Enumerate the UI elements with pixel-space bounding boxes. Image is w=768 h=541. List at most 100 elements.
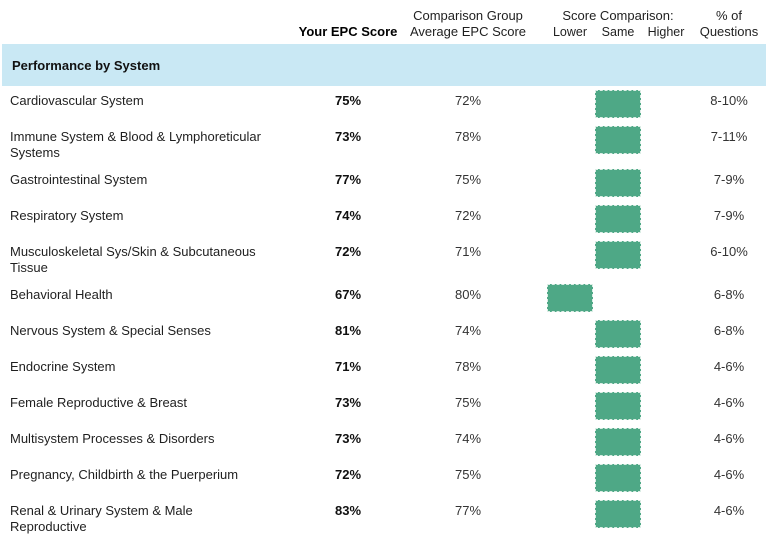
comparison-group-header-line1: Comparison Group — [413, 8, 523, 23]
percent-of-questions-value: 6-8% — [713, 287, 745, 302]
column-header-your-epc-score: Your EPC Score — [288, 24, 408, 40]
column-header-score-comparison: Score Comparison: Lower Same Higher — [546, 8, 690, 40]
table-row: Nervous System & Special Senses 81% 74% … — [0, 318, 768, 354]
table-row: Cardiovascular System 75% 72% 8-10% — [0, 88, 768, 124]
comparison-group-avg-value: 72% — [454, 208, 482, 223]
your-epc-score-value: 72% — [334, 467, 362, 482]
system-label: Gastrointestinal System — [10, 172, 148, 187]
system-label: Musculoskeletal Sys/Skin & Subcutaneous … — [10, 244, 256, 275]
score-comparison-marker — [595, 169, 641, 197]
system-label: Renal & Urinary System & Male Reproducti… — [10, 503, 193, 534]
score-comparison-subheaders: Lower Same Higher — [546, 24, 690, 40]
your-epc-score-value: 77% — [334, 172, 362, 187]
comparison-group-avg-value: 78% — [454, 129, 482, 144]
table-row: Female Reproductive & Breast 73% 75% 4-6… — [0, 390, 768, 426]
score-comparison-cell — [546, 426, 690, 456]
table-row: Respiratory System 74% 72% 7-9% — [0, 203, 768, 239]
comparison-group-avg-value: 75% — [454, 467, 482, 482]
table-row: Pregnancy, Childbirth & the Puerperium 7… — [0, 462, 768, 498]
percent-of-questions-header-line2: Questions — [699, 24, 759, 39]
comparison-group-avg-value: 78% — [454, 359, 482, 374]
score-comparison-cell — [546, 354, 690, 384]
table-row: Immune System & Blood & Lymphoreticular … — [0, 124, 768, 167]
score-comparison-marker — [595, 356, 641, 384]
score-comparison-marker — [595, 320, 641, 348]
percent-of-questions-value: 7-9% — [713, 172, 745, 187]
score-comparison-marker — [595, 392, 641, 420]
score-comparison-marker — [547, 284, 593, 312]
system-label: Pregnancy, Childbirth & the Puerperium — [10, 467, 239, 482]
your-epc-score-value: 72% — [334, 244, 362, 259]
section-header-performance-by-system: Performance by System — [2, 44, 766, 86]
percent-of-questions-header-line1: % of — [715, 8, 742, 23]
comparison-group-avg-value: 74% — [454, 323, 482, 338]
score-comparison-cell — [546, 239, 690, 276]
your-epc-score-value: 75% — [334, 93, 362, 108]
table-row: Endocrine System 71% 78% 4-6% — [0, 354, 768, 390]
score-comparison-marker — [595, 241, 641, 269]
column-header-comparison-group: Comparison Group Average EPC Score — [408, 8, 528, 40]
score-comparison-marker — [595, 205, 641, 233]
percent-of-questions-value: 4-6% — [713, 431, 745, 446]
comparison-group-avg-value: 72% — [454, 93, 482, 108]
system-label: Multisystem Processes & Disorders — [10, 431, 215, 446]
comparison-group-avg-value: 75% — [454, 172, 482, 187]
score-comparison-marker — [595, 464, 641, 492]
score-comparison-marker — [595, 90, 641, 118]
percent-of-questions-value: 4-6% — [713, 395, 745, 410]
score-comparison-cell — [546, 462, 690, 492]
your-epc-score-header-text: Your EPC Score — [298, 24, 398, 39]
score-comparison-cell — [546, 498, 690, 535]
comparison-group-avg-value: 75% — [454, 395, 482, 410]
comparison-group-header-line2: Average EPC Score — [409, 24, 527, 39]
score-comparison-marker — [595, 428, 641, 456]
system-label: Cardiovascular System — [10, 93, 144, 108]
table-header: Your EPC Score Comparison Group Average … — [0, 0, 768, 44]
percent-of-questions-value: 6-10% — [710, 244, 748, 259]
section-title-text: Performance by System — [12, 57, 161, 73]
your-epc-score-value: 73% — [334, 129, 362, 144]
system-label: Respiratory System — [10, 208, 124, 223]
score-comparison-cell — [546, 282, 690, 312]
comparison-group-avg-value: 77% — [454, 503, 482, 518]
score-comparison-cell — [546, 167, 690, 197]
score-comparison-cell — [546, 318, 690, 348]
your-epc-score-value: 73% — [334, 395, 362, 410]
score-comparison-cell — [546, 390, 690, 420]
percent-of-questions-value: 8-10% — [710, 93, 748, 108]
your-epc-score-value: 83% — [334, 503, 362, 518]
score-comparison-cell — [546, 203, 690, 233]
your-epc-score-value: 74% — [334, 208, 362, 223]
table-body: Cardiovascular System 75% 72% 8-10% Immu… — [0, 88, 768, 541]
table-row: Renal & Urinary System & Male Reproducti… — [0, 498, 768, 541]
subheader-higher: Higher — [647, 25, 685, 39]
your-epc-score-value: 67% — [334, 287, 362, 302]
system-label: Immune System & Blood & Lymphoreticular … — [10, 129, 261, 160]
comparison-group-avg-value: 74% — [454, 431, 482, 446]
comparison-group-avg-value: 80% — [454, 287, 482, 302]
your-epc-score-value: 71% — [334, 359, 362, 374]
score-comparison-header-text: Score Comparison: — [562, 8, 674, 23]
system-label: Nervous System & Special Senses — [10, 323, 211, 338]
table-row: Behavioral Health 67% 80% 6-8% — [0, 282, 768, 318]
system-label: Endocrine System — [10, 359, 116, 374]
subheader-same: Same — [601, 25, 635, 39]
percent-of-questions-value: 7-11% — [710, 129, 748, 144]
percent-of-questions-value: 6-8% — [713, 323, 745, 338]
subheader-lower: Lower — [552, 25, 588, 39]
table-row: Gastrointestinal System 77% 75% 7-9% — [0, 167, 768, 203]
score-comparison-cell — [546, 88, 690, 118]
percent-of-questions-value: 4-6% — [713, 467, 745, 482]
your-epc-score-value: 73% — [334, 431, 362, 446]
column-header-percent-of-questions: % of Questions — [690, 8, 768, 40]
your-epc-score-value: 81% — [334, 323, 362, 338]
percent-of-questions-value: 4-6% — [713, 359, 745, 374]
comparison-group-avg-value: 71% — [454, 244, 482, 259]
system-label: Female Reproductive & Breast — [10, 395, 188, 410]
percent-of-questions-value: 7-9% — [713, 208, 745, 223]
percent-of-questions-value: 4-6% — [713, 503, 745, 518]
table-row: Multisystem Processes & Disorders 73% 74… — [0, 426, 768, 462]
system-label: Behavioral Health — [10, 287, 113, 302]
score-comparison-cell — [546, 124, 690, 161]
